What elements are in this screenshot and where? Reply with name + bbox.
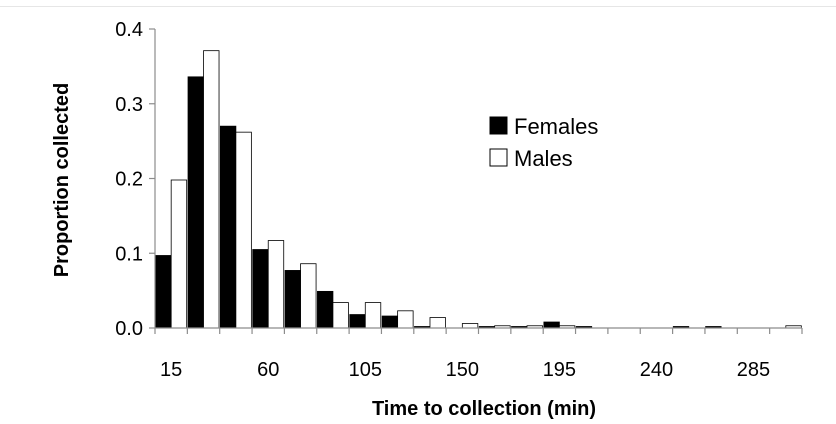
x-tick-label: 150: [446, 359, 479, 381]
bar-females-120: [381, 315, 399, 329]
legend: Females Males: [489, 114, 598, 171]
bar-males-90: [332, 302, 349, 329]
bar-females-60: [252, 249, 269, 329]
bar-females-75: [284, 270, 301, 329]
bar-males-30: [203, 50, 220, 329]
bar-females-195: [543, 321, 560, 329]
bar-males-150: [461, 323, 479, 329]
bar-females-30: [187, 76, 204, 329]
legend-swatch-males: [489, 148, 508, 167]
bar-males-105: [364, 302, 382, 329]
y-ticks-group: 0.0 0.1 0.2 0.3 0.4: [115, 19, 155, 340]
x-tick-label: 195: [543, 359, 576, 381]
x-axis-title: Time to collection (min): [372, 398, 596, 420]
y-tick-label: 0.0: [115, 318, 143, 340]
bar-females-15: [155, 255, 172, 329]
bar-females-90: [317, 290, 334, 329]
legend-swatch-females: [489, 116, 508, 135]
bar-males-45: [235, 131, 252, 329]
bar-males-135: [429, 317, 446, 329]
legend-label-males: Males: [514, 146, 573, 171]
x-tick-label: 240: [640, 359, 673, 381]
legend-label-females: Females: [514, 114, 598, 139]
bar-males-15: [170, 179, 188, 329]
y-tick-label: 0.3: [115, 94, 143, 116]
x-tick-label: 15: [160, 359, 182, 381]
y-tick-label: 0.1: [115, 243, 143, 265]
bar-males-60: [267, 240, 285, 329]
bar-males-75: [300, 263, 317, 329]
x-ticks-group: 15 60 105 150 195 240 285: [154, 328, 803, 381]
bar-males-120: [397, 310, 414, 329]
y-tick-label: 0.4: [115, 19, 143, 41]
y-tick-label: 0.2: [115, 169, 143, 191]
top-divider: [0, 6, 836, 7]
y-axis-title: Proportion collected: [51, 83, 73, 277]
x-tick-label: 285: [737, 359, 770, 381]
bar-females-45: [219, 125, 237, 329]
x-tick-label: 105: [349, 359, 382, 381]
bars-group: [155, 50, 802, 329]
x-tick-label: 60: [257, 359, 279, 381]
bar-females-105: [349, 314, 366, 329]
